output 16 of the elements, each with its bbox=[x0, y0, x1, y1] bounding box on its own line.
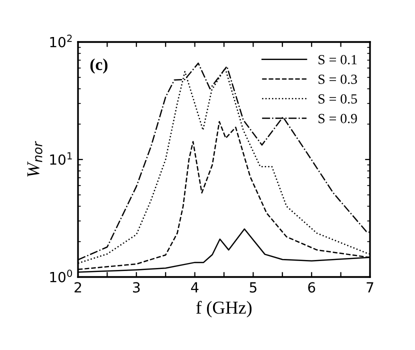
y-tick-label: 10$^{1}$ bbox=[50, 152, 72, 165]
legend-label: S = 0.3 bbox=[318, 74, 357, 84]
annotation: (c) bbox=[90, 58, 108, 74]
legend-label: S = 0.1 bbox=[318, 54, 357, 64]
y-tick-label: 10$^{0}$ bbox=[50, 270, 72, 282]
x-tick-label: 7 bbox=[366, 282, 374, 292]
x-tick-label: 5 bbox=[250, 282, 256, 293]
x-axis-title: f (GHz) bbox=[196, 300, 252, 318]
legend-label: S = 0.5 bbox=[318, 94, 357, 104]
x-tick-label: 4 bbox=[191, 282, 198, 292]
y-axis-title: W$_{nor}$ bbox=[27, 141, 42, 177]
x-tick-label: 6 bbox=[308, 282, 316, 293]
legend-label: S = 0.9 bbox=[318, 114, 357, 124]
x-tick-label: 2 bbox=[74, 282, 82, 292]
x-tick-label: 3 bbox=[133, 282, 140, 293]
y-tick-label: 10$^{2}$ bbox=[50, 34, 72, 48]
